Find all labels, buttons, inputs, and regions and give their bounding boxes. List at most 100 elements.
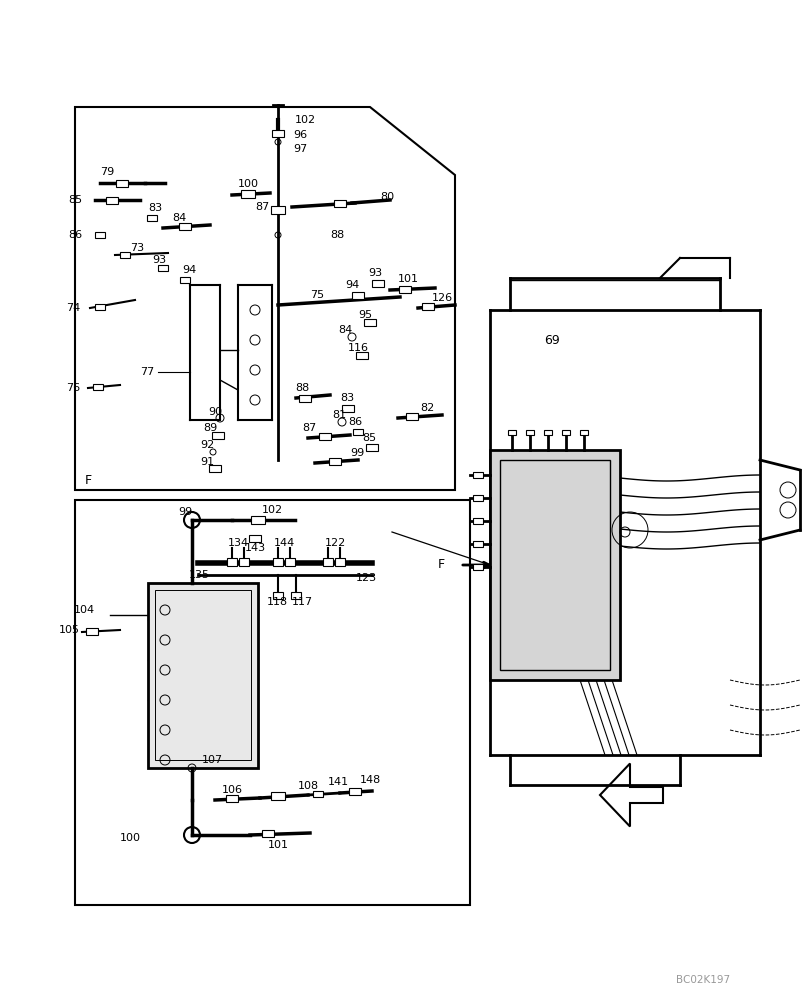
Text: 77: 77 bbox=[139, 367, 154, 377]
Bar bbox=[328, 458, 341, 464]
Text: 88: 88 bbox=[294, 383, 309, 393]
Text: 89: 89 bbox=[203, 423, 217, 433]
Bar bbox=[148, 583, 258, 768]
Text: 135: 135 bbox=[189, 570, 210, 580]
Bar bbox=[422, 302, 433, 310]
Text: 86: 86 bbox=[68, 230, 82, 240]
Text: 84: 84 bbox=[337, 325, 352, 335]
Text: 93: 93 bbox=[152, 255, 166, 265]
Text: 74: 74 bbox=[66, 303, 80, 313]
Bar bbox=[473, 518, 483, 524]
Text: 104: 104 bbox=[74, 605, 95, 615]
Bar bbox=[249, 534, 260, 542]
Bar bbox=[398, 286, 410, 292]
Bar bbox=[238, 558, 249, 566]
Bar bbox=[353, 429, 363, 435]
Text: 102: 102 bbox=[294, 115, 315, 125]
Bar bbox=[579, 430, 587, 434]
Text: 117: 117 bbox=[292, 597, 313, 607]
Text: 123: 123 bbox=[355, 573, 376, 583]
Bar bbox=[212, 432, 224, 438]
Text: 95: 95 bbox=[358, 310, 371, 320]
Text: 87: 87 bbox=[255, 202, 270, 212]
Bar bbox=[272, 558, 283, 566]
Bar bbox=[225, 795, 238, 802]
Text: 79: 79 bbox=[100, 167, 114, 177]
Text: 81: 81 bbox=[332, 410, 345, 420]
Text: 108: 108 bbox=[298, 781, 319, 791]
Bar bbox=[120, 252, 130, 258]
Bar bbox=[508, 430, 515, 434]
Bar bbox=[116, 180, 128, 187]
Text: 87: 87 bbox=[302, 423, 315, 433]
Bar bbox=[272, 130, 284, 137]
Bar bbox=[323, 558, 333, 566]
Text: 86: 86 bbox=[348, 417, 362, 427]
Bar bbox=[473, 495, 483, 501]
Text: 80: 80 bbox=[380, 192, 393, 202]
Bar bbox=[561, 430, 569, 434]
Bar bbox=[285, 558, 294, 566]
Bar bbox=[95, 232, 105, 238]
Bar bbox=[500, 460, 609, 670]
Bar bbox=[272, 591, 283, 598]
Bar bbox=[271, 206, 285, 214]
Text: 96: 96 bbox=[293, 130, 307, 140]
Text: 82: 82 bbox=[419, 403, 434, 413]
Bar bbox=[312, 791, 323, 797]
Bar bbox=[86, 628, 98, 635]
Text: 83: 83 bbox=[148, 203, 162, 213]
Bar bbox=[363, 318, 375, 326]
Text: 102: 102 bbox=[262, 505, 283, 515]
Bar bbox=[298, 394, 311, 401]
Text: 93: 93 bbox=[367, 268, 382, 278]
Text: 73: 73 bbox=[130, 243, 144, 253]
Bar bbox=[290, 591, 301, 598]
Text: 75: 75 bbox=[310, 290, 324, 300]
Text: 90: 90 bbox=[208, 407, 222, 417]
Bar bbox=[241, 190, 255, 198]
Text: 85: 85 bbox=[362, 433, 375, 443]
Text: 148: 148 bbox=[359, 775, 381, 785]
Text: 107: 107 bbox=[202, 755, 223, 765]
Bar bbox=[158, 265, 168, 271]
Text: BC02K197: BC02K197 bbox=[675, 975, 729, 985]
Bar bbox=[406, 412, 418, 420]
Text: 118: 118 bbox=[267, 597, 288, 607]
Bar bbox=[251, 516, 264, 524]
Bar bbox=[93, 384, 103, 390]
Bar bbox=[180, 277, 190, 283]
Bar bbox=[335, 558, 345, 566]
Bar bbox=[489, 450, 620, 680]
Bar bbox=[355, 352, 367, 359]
Text: 91: 91 bbox=[200, 457, 214, 467]
Text: 143: 143 bbox=[244, 543, 265, 553]
Bar bbox=[351, 292, 363, 298]
Text: 122: 122 bbox=[324, 538, 345, 548]
Text: 94: 94 bbox=[182, 265, 196, 275]
Bar bbox=[366, 444, 378, 450]
Text: 97: 97 bbox=[293, 144, 307, 154]
Text: 69: 69 bbox=[543, 334, 559, 347]
Circle shape bbox=[184, 827, 200, 843]
Bar bbox=[371, 279, 384, 286]
Bar bbox=[473, 564, 483, 570]
Bar bbox=[333, 200, 345, 207]
Text: 83: 83 bbox=[340, 393, 354, 403]
Text: 100: 100 bbox=[120, 833, 141, 843]
Bar bbox=[262, 830, 273, 837]
Bar bbox=[178, 223, 191, 230]
Text: 116: 116 bbox=[348, 343, 368, 353]
Text: 144: 144 bbox=[273, 538, 295, 548]
Bar bbox=[271, 792, 285, 800]
Bar bbox=[543, 430, 551, 434]
Circle shape bbox=[184, 512, 200, 528]
Bar bbox=[473, 541, 483, 547]
Bar bbox=[95, 304, 105, 310]
Text: 101: 101 bbox=[397, 274, 418, 284]
Bar bbox=[155, 590, 251, 760]
Text: 99: 99 bbox=[350, 448, 364, 458]
Bar bbox=[526, 430, 534, 434]
Bar bbox=[319, 432, 331, 440]
Bar bbox=[147, 215, 157, 221]
